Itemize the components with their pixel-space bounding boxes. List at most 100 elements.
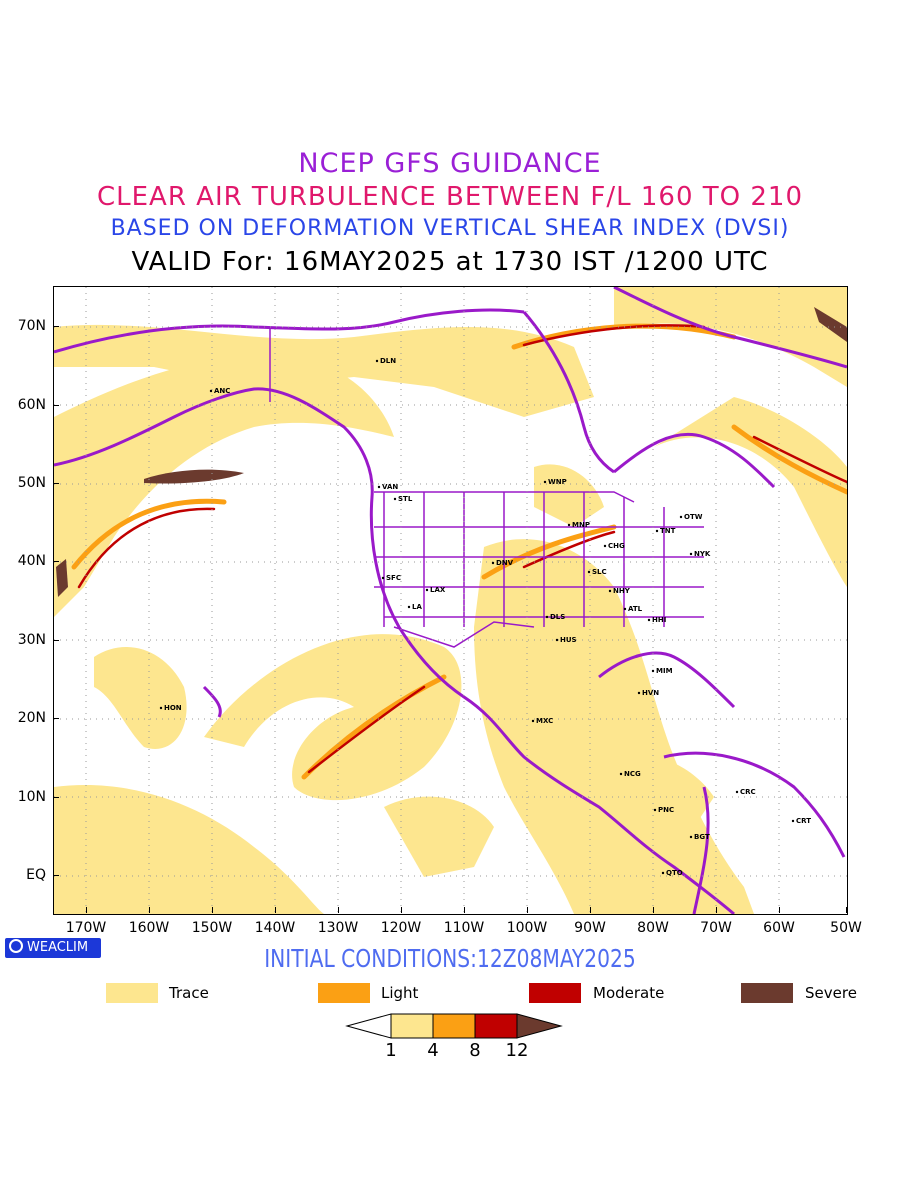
city-dot: [393, 497, 397, 501]
city-dot: [567, 523, 571, 527]
city-label: PNC: [658, 806, 674, 814]
city-label: ANC: [214, 387, 230, 395]
city-dot: [531, 719, 535, 723]
title-line-3: BASED ON DEFORMATION VERTICAL SHEAR INDE…: [110, 216, 790, 241]
lat-tick: [53, 718, 59, 719]
lon-tick: [401, 907, 402, 913]
turbulence-trace-areas: [54, 287, 847, 914]
lat-tick: [53, 326, 59, 327]
lat-label: 30N: [17, 632, 46, 648]
city-label: LA: [412, 603, 422, 611]
city-label: HHI: [652, 616, 666, 624]
city-dot: [689, 835, 693, 839]
lon-label: 130W: [317, 920, 359, 936]
colorbar-value-4: 4: [427, 1040, 439, 1061]
lon-label: 90W: [574, 920, 606, 936]
city-label: VAN: [382, 483, 398, 491]
city-dot: [555, 638, 559, 642]
city-dot: [689, 552, 693, 556]
lon-label: 120W: [380, 920, 422, 936]
graticule: [54, 287, 847, 914]
lon-tick: [464, 907, 465, 913]
city-label: DNV: [496, 559, 514, 567]
lon-label: 140W: [254, 920, 296, 936]
political-borders: [269, 327, 704, 648]
city-label: MXC: [536, 717, 553, 725]
coastlines: [54, 287, 847, 914]
lon-tick: [212, 907, 213, 913]
city-label: CRT: [796, 817, 811, 825]
legend-severe-swatch: [741, 983, 793, 1003]
lon-tick: [779, 907, 780, 913]
city-dot: [791, 819, 795, 823]
city-label: MNP: [572, 521, 590, 529]
logo-ring-icon: [9, 939, 23, 953]
city-dot: [425, 588, 429, 592]
city-label: NCG: [624, 770, 641, 778]
city-dot: [407, 605, 411, 609]
turbulence-map: ANC DLN VAN STL WNP MNP OTW TNT CHG NYK DNV SLC LAX S…: [53, 286, 848, 915]
title-line-2: CLEAR AIR TURBULENCE BETWEEN F/L 160 TO …: [96, 182, 804, 212]
city-dot: [647, 618, 651, 622]
city-dot: [381, 576, 385, 580]
lon-label: 150W: [191, 920, 233, 936]
city-dot: [608, 589, 612, 593]
city-label: BGT: [694, 833, 710, 841]
lat-tick: [53, 561, 59, 562]
city-dot: [679, 515, 683, 519]
lon-tick: [338, 907, 339, 913]
lat-tick: [53, 483, 59, 484]
city-label: QTO: [666, 869, 683, 877]
city-dot: [545, 615, 549, 619]
city-label: HUS: [560, 636, 577, 644]
lat-tick: [53, 797, 59, 798]
lon-label: 100W: [506, 920, 548, 936]
city-label: DLS: [550, 613, 565, 621]
lon-label: 170W: [65, 920, 107, 936]
city-dot: [655, 529, 659, 533]
logo-text: WEACLIM: [27, 940, 89, 955]
city-dot: [735, 790, 739, 794]
colorbar-value-12: 12: [505, 1040, 529, 1061]
city-label: CRC: [740, 788, 756, 796]
city-dot: [375, 359, 379, 363]
lon-tick: [653, 907, 654, 913]
legend-light-label: Light: [381, 984, 419, 1002]
lat-tick: [53, 875, 59, 876]
lat-label: EQ: [26, 867, 46, 883]
city-dot: [619, 772, 623, 776]
city-label: HVN: [642, 689, 659, 697]
colorbar-moderate: [474, 1013, 518, 1039]
city-dot: [637, 691, 641, 695]
lat-label: 10N: [17, 789, 46, 805]
city-dot: [661, 871, 665, 875]
colorbar-trace: [390, 1013, 434, 1039]
lon-tick: [149, 907, 150, 913]
city-dot: [603, 544, 607, 548]
city-label: CHG: [608, 542, 625, 550]
lat-tick: [53, 405, 59, 406]
city-label: SLC: [592, 568, 607, 576]
city-label: NYK: [694, 550, 711, 558]
lon-tick: [86, 907, 87, 913]
city-label: NHY: [613, 587, 631, 595]
legend-moderate-swatch: [529, 983, 581, 1003]
title-line-1: NCEP GFS GUIDANCE: [298, 148, 602, 179]
legend-severe-label: Severe: [805, 984, 857, 1002]
city-label: WNP: [548, 478, 567, 486]
lon-label: 160W: [128, 920, 170, 936]
city-label: ATL: [628, 605, 643, 613]
city-label: OTW: [684, 513, 703, 521]
lat-label: 70N: [17, 318, 46, 334]
city-dot: [653, 808, 657, 812]
weaclim-logo: WEACLIM: [5, 938, 101, 958]
city-label: STL: [398, 495, 413, 503]
city-dot: [209, 389, 213, 393]
colorbar-light: [432, 1013, 476, 1039]
colorbar-value-8: 8: [469, 1040, 481, 1061]
city-label: TNT: [660, 527, 676, 535]
city-dot: [623, 607, 627, 611]
lon-tick: [275, 907, 276, 913]
turbulence-severe-areas: [56, 307, 847, 597]
